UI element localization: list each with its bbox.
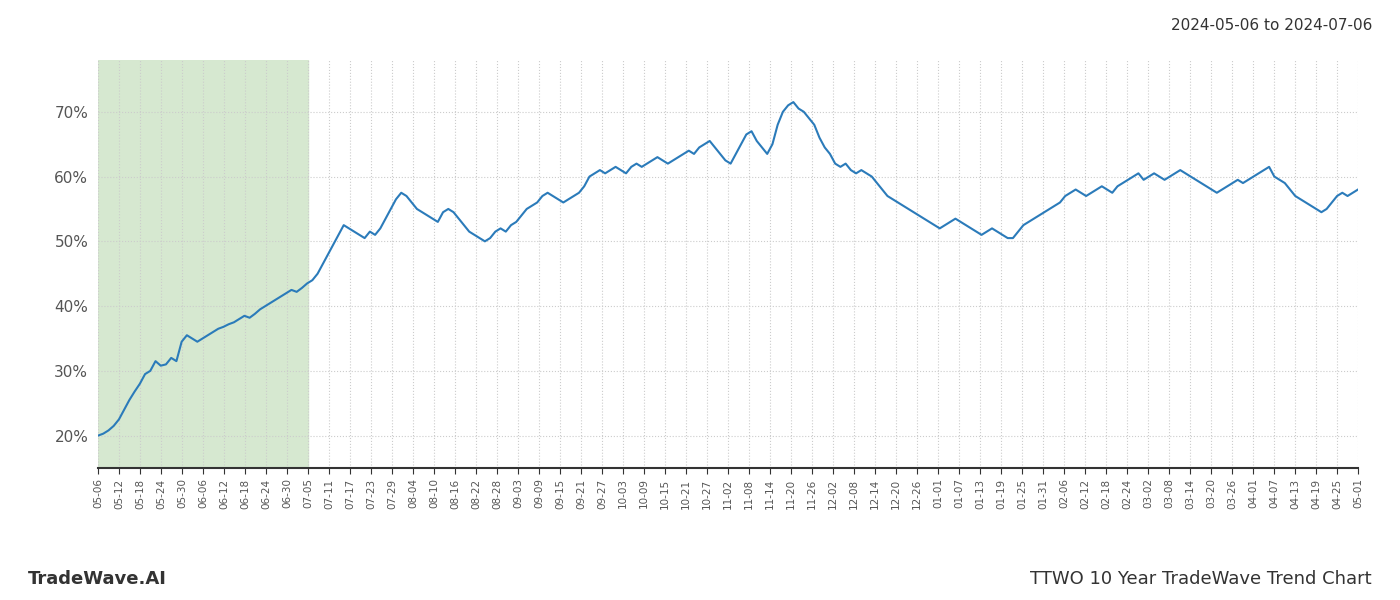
Text: TTWO 10 Year TradeWave Trend Chart: TTWO 10 Year TradeWave Trend Chart bbox=[1030, 570, 1372, 588]
Text: 2024-05-06 to 2024-07-06: 2024-05-06 to 2024-07-06 bbox=[1170, 18, 1372, 33]
Text: TradeWave.AI: TradeWave.AI bbox=[28, 570, 167, 588]
Bar bbox=[98, 60, 308, 468]
